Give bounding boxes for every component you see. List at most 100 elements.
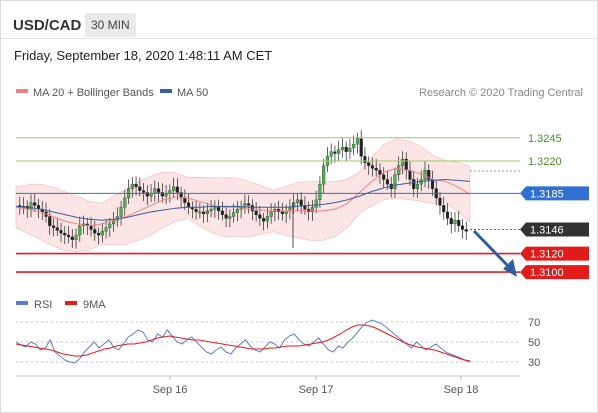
candle-body	[412, 179, 416, 189]
candle-body	[453, 220, 457, 225]
candle-body	[438, 197, 442, 206]
candle-body	[464, 229, 468, 232]
candle-body	[314, 199, 318, 208]
candle-body	[66, 234, 71, 238]
x-tick-label-2: Sep 18	[444, 384, 479, 396]
candle-body	[292, 202, 296, 208]
candle-body	[142, 190, 146, 193]
candle-body	[232, 212, 236, 217]
legend-label-0: MA 20 + Bollinger Bands	[33, 87, 154, 99]
candle-body	[220, 210, 224, 215]
candle-body	[265, 216, 269, 222]
rsi-legend-swatch-1	[65, 301, 77, 305]
candle-body	[393, 174, 397, 189]
candle-body	[299, 199, 303, 206]
candle-body	[408, 170, 412, 180]
ma50-line	[15, 178, 471, 221]
candle-body	[93, 229, 97, 234]
candle-body	[310, 207, 314, 213]
candle-body	[78, 225, 82, 236]
forecast-arrow-shaft	[472, 229, 512, 270]
candle-body	[228, 216, 232, 219]
candle-body	[157, 188, 161, 193]
candle-body	[329, 151, 333, 157]
legend-swatch-0	[16, 89, 28, 93]
rsi-tick-30: 30	[528, 357, 540, 369]
ma20-line	[15, 167, 471, 227]
candle-body	[29, 202, 33, 210]
level-pivot-2-tag	[520, 186, 589, 201]
candle-body	[427, 170, 431, 180]
level-resistance-0-label: 1.3245	[528, 133, 562, 145]
header-divider	[1, 38, 597, 39]
forecast-arrow-head	[503, 259, 517, 277]
candle-body	[175, 186, 179, 193]
candle-body	[104, 227, 108, 232]
candle-body	[33, 202, 37, 206]
candle-body	[172, 186, 176, 191]
candle-body	[63, 233, 67, 236]
candle-body	[96, 233, 101, 236]
legend-label-1: MA 50	[177, 87, 208, 99]
candles-group	[18, 130, 468, 249]
candle-body	[70, 236, 74, 240]
candle-body	[318, 183, 322, 201]
candle-body	[160, 192, 164, 197]
rsi-legend-label-1: 9MA	[83, 299, 106, 311]
candle-body	[89, 225, 93, 230]
candle-body	[262, 218, 266, 222]
x-tick-label-0: Sep 16	[153, 384, 188, 396]
candle-body	[363, 156, 367, 163]
candle-body	[457, 220, 461, 226]
timeframe-badge[interactable]: 30 MIN	[85, 13, 136, 37]
rsi-tick-50: 50	[528, 337, 540, 349]
candle-body	[235, 208, 239, 213]
x-tick-label-1: Sep 17	[299, 384, 334, 396]
rsi-tick-70: 70	[528, 317, 540, 329]
candle-body	[355, 138, 359, 145]
level-support-5-label: 1.3100	[530, 267, 564, 279]
candle-body	[322, 165, 326, 185]
candle-body	[134, 183, 138, 188]
candle-body	[194, 208, 198, 213]
rsi-ma9-line	[15, 324, 471, 362]
candle-body	[205, 210, 209, 214]
level-support-4-label: 1.3120	[530, 249, 564, 261]
candle-body	[449, 218, 453, 225]
candle-body	[48, 216, 52, 226]
candle-body	[370, 165, 374, 169]
candle-body	[337, 149, 341, 154]
candle-body	[445, 211, 450, 219]
bollinger-band	[15, 138, 471, 252]
analysis-datetime: Friday, September 18, 2020 1:48:11 AM CE…	[14, 48, 273, 63]
candle-body	[382, 174, 386, 180]
candle-body	[344, 146, 348, 152]
candle-body	[367, 162, 371, 166]
legend-swatch-1	[160, 89, 172, 93]
candle-body	[400, 158, 405, 166]
candle-body	[397, 165, 401, 175]
candle-body	[250, 205, 254, 212]
candle-body	[247, 203, 251, 206]
rsi-legend-label-0: RSI	[34, 299, 52, 311]
candle-body	[254, 210, 258, 215]
symbol-title: USD/CAD	[13, 17, 82, 34]
candle-body	[202, 211, 206, 214]
candle-body	[123, 197, 127, 208]
candle-body	[209, 208, 213, 212]
candle-body	[100, 231, 104, 236]
level-last-price-3-tag	[520, 222, 589, 237]
candle-body	[59, 230, 63, 234]
candle-body	[258, 214, 262, 219]
level-resistance-1-label: 1.3220	[528, 156, 562, 168]
candle-body	[138, 186, 142, 191]
candle-body	[224, 214, 228, 219]
candle-body	[460, 225, 465, 230]
level-last-price-3-label: 1.3146	[530, 224, 564, 236]
candle-body	[130, 183, 134, 189]
candle-body	[352, 144, 356, 149]
candle-body	[183, 197, 187, 203]
candle-body	[415, 183, 420, 189]
candle-body	[213, 207, 217, 210]
